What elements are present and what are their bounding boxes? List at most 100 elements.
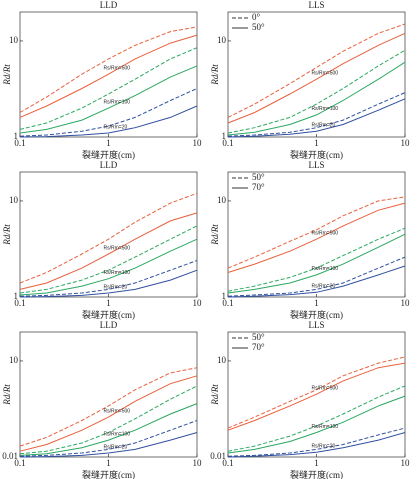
annotation: Rs/Rm=500 xyxy=(312,386,339,392)
series-line xyxy=(227,202,406,273)
x-axis-label: 裂缝开度(cm) xyxy=(82,149,135,160)
series-line xyxy=(19,238,198,296)
legend-label: 50° xyxy=(252,172,265,182)
annotation: Rs/Rm=500 xyxy=(312,70,339,76)
x-axis-label: 裂缝开度(cm) xyxy=(290,309,343,320)
annotation: Rs/Rm=20 xyxy=(312,122,336,128)
y-tick-label: 10 xyxy=(217,35,227,45)
chart-title: LLS xyxy=(308,320,324,330)
y-tick-label: 10 xyxy=(9,195,19,205)
annotation: Rs/Rm=20 xyxy=(104,444,128,450)
series-line xyxy=(227,256,406,297)
x-axis-label: 裂缝开度(cm) xyxy=(82,309,135,320)
series-line xyxy=(227,227,406,292)
x-tick-label: 0.1 xyxy=(14,458,25,468)
y-tick-label: 1 xyxy=(14,131,19,141)
y-tick-label: 1 xyxy=(14,291,19,301)
series-line xyxy=(227,265,406,298)
x-tick-label: 0.1 xyxy=(14,138,25,148)
x-axis-label: 裂缝开度(cm) xyxy=(290,469,343,479)
series-line xyxy=(227,32,406,124)
y-axis-label: Rd/Rt xyxy=(210,64,220,86)
y-tick-label: 10 xyxy=(217,355,227,365)
x-tick-label: 0.1 xyxy=(222,138,233,148)
series-line xyxy=(227,92,406,137)
y-tick-label: 1 xyxy=(222,131,227,141)
y-axis-label: Rd/Rt xyxy=(2,64,12,86)
chart-title: LLS xyxy=(308,0,324,10)
series-line xyxy=(227,362,406,431)
plot-frame xyxy=(19,331,198,458)
series-line xyxy=(19,105,198,138)
series-line xyxy=(227,233,406,294)
x-tick-label: 10 xyxy=(193,138,203,148)
y-tick-label: 1 xyxy=(222,291,227,301)
legend-label: 70° xyxy=(252,342,265,352)
chart-title: LLD xyxy=(100,160,118,170)
x-tick-label: 10 xyxy=(401,298,411,308)
annotation: Rs/Rm=100 xyxy=(312,106,339,112)
annotation: Rs/Rm=500 xyxy=(312,230,339,236)
series-line xyxy=(19,192,198,284)
y-tick-label: 10 xyxy=(9,355,19,365)
y-tick-label: 10 xyxy=(217,195,227,205)
legend-label: 50° xyxy=(252,332,265,342)
x-axis-label: 裂缝开度(cm) xyxy=(290,149,343,160)
legend-label: 70° xyxy=(252,182,265,192)
x-tick-label: 10 xyxy=(193,298,203,308)
x-tick-label: 1 xyxy=(106,138,111,148)
y-axis-label: Rd/Rt xyxy=(2,224,12,246)
series-line xyxy=(227,395,406,454)
annotation: Rs/Rm=20 xyxy=(312,284,336,290)
annotation: Rs/Rm=500 xyxy=(104,408,131,414)
legend-label: 50° xyxy=(252,22,265,32)
chart-title: LLS xyxy=(308,160,324,170)
x-tick-label: 0.1 xyxy=(222,458,233,468)
series-line xyxy=(19,88,198,137)
series-line xyxy=(19,212,198,290)
series-line xyxy=(227,196,406,269)
series-line xyxy=(19,65,198,134)
series-line xyxy=(227,385,406,452)
annotation: Rs/Rm=100 xyxy=(104,99,131,105)
annotation: Rs/Rm=100 xyxy=(104,270,131,276)
chart-title: LLD xyxy=(100,320,118,330)
series-line xyxy=(19,26,198,113)
y-axis-label: Rd/Rt xyxy=(210,224,220,246)
series-line xyxy=(227,98,406,138)
series-line xyxy=(227,427,406,457)
series-line xyxy=(19,260,198,297)
x-axis-label: 裂缝开度(cm) xyxy=(82,469,135,479)
x-tick-label: 1 xyxy=(106,298,111,308)
x-tick-label: 1 xyxy=(314,138,319,148)
x-tick-label: 1 xyxy=(106,458,111,468)
series-line xyxy=(19,47,198,130)
y-tick-label: 10 xyxy=(9,35,19,45)
x-tick-label: 1 xyxy=(314,298,319,308)
series-line xyxy=(19,269,198,298)
y-axis-label: Rd/Rt xyxy=(2,384,12,406)
series-line xyxy=(227,61,406,136)
y-tick-label: 0.01 xyxy=(2,451,18,461)
series-line xyxy=(19,432,198,458)
series-line xyxy=(19,403,198,456)
annotation: Rs/Rm=100 xyxy=(312,424,339,430)
annotation: Rs/Rm=100 xyxy=(312,266,339,272)
x-tick-label: 10 xyxy=(401,458,411,468)
series-line xyxy=(227,432,406,458)
annotation: Rs/Rm=500 xyxy=(104,245,131,251)
series-line xyxy=(19,375,198,452)
x-tick-label: 10 xyxy=(401,138,411,148)
x-tick-label: 0.1 xyxy=(14,298,25,308)
legend-label: 0° xyxy=(252,12,261,22)
y-axis-label: Rd/Rt xyxy=(210,384,220,406)
series-line xyxy=(19,385,198,455)
x-tick-label: 1 xyxy=(314,458,319,468)
annotation: Rs/Rm=20 xyxy=(104,284,128,290)
annotation: Rs/Rm=20 xyxy=(312,444,336,450)
series-line xyxy=(227,356,406,429)
annotation: Rs/Rm=100 xyxy=(104,431,131,437)
annotation: Rs/Rm=500 xyxy=(104,66,131,72)
series-line xyxy=(227,49,406,134)
